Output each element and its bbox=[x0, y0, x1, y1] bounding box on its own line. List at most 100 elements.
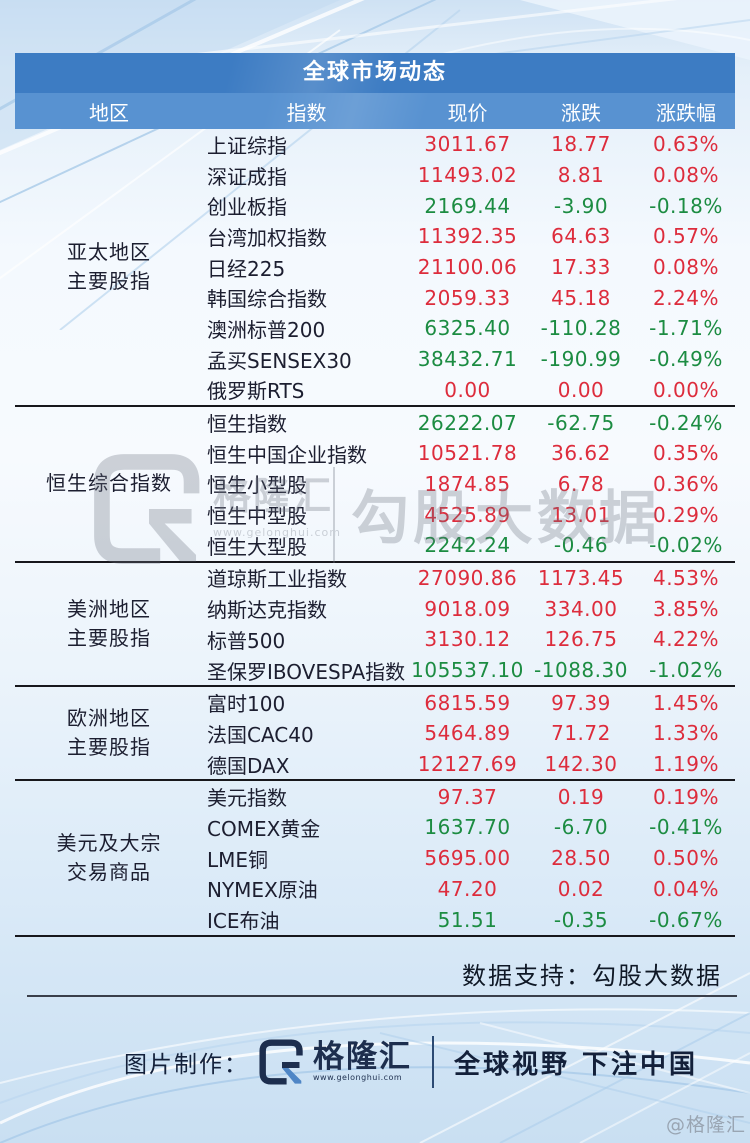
price-value: 6815.59 bbox=[424, 690, 511, 715]
region-label-line: 亚太地区 bbox=[67, 240, 151, 265]
table-section: 欧洲地区 主要股指 富时100 6815.59 97.39 1.45% 法国CAC40 546… bbox=[15, 685, 735, 779]
table-row: 美元指数 97.37 0.19 0.19% bbox=[203, 781, 735, 812]
table-row: 澳洲标普200 6325.40 -110.28 -1.71% bbox=[203, 313, 735, 344]
change-pct-value: -0.24% bbox=[649, 410, 723, 435]
table-section: 美洲地区 主要股指 道琼斯工业指数 27090.86 1173.45 4.53% 纳斯达克指… bbox=[15, 560, 735, 686]
table-row: 孟买SENSEX30 38432.71 -190.99 -0.49% bbox=[203, 344, 735, 375]
table-row: 恒生指数 26222.07 -62.75 -0.24% bbox=[203, 407, 735, 438]
price-value: 10521.78 bbox=[417, 441, 518, 466]
table-row: COMEX黄金 1637.70 -6.70 -0.41% bbox=[203, 812, 735, 843]
change-pct-value: 0.35% bbox=[652, 441, 720, 466]
price-value: 2059.33 bbox=[424, 285, 511, 310]
index-name: 圣保罗IBOVESPA指数 bbox=[207, 659, 406, 684]
change-pct-value: 1.19% bbox=[652, 752, 720, 777]
change-value: 0.02 bbox=[557, 876, 605, 901]
index-name: 道琼斯工业指数 bbox=[207, 567, 347, 592]
table-row: 恒生大型股 2242.24 -0.46 -0.02% bbox=[203, 530, 735, 561]
region-label: 恒生综合指数 bbox=[15, 407, 203, 560]
change-pct-value: 0.50% bbox=[652, 846, 720, 871]
table-row: 恒生中国企业指数 10521.78 36.62 0.35% bbox=[203, 438, 735, 469]
price-value: 4525.89 bbox=[424, 502, 511, 527]
table-row: 台湾加权指数 11392.35 64.63 0.57% bbox=[203, 221, 735, 252]
change-value: -1088.30 bbox=[534, 658, 628, 683]
price-value: 47.20 bbox=[437, 876, 498, 901]
index-name: 台湾加权指数 bbox=[207, 225, 327, 250]
change-pct-value: -1.02% bbox=[649, 658, 723, 683]
gelonghui-logo-icon bbox=[259, 1039, 303, 1085]
change-value: 28.50 bbox=[551, 846, 611, 871]
change-pct-value: 4.22% bbox=[652, 627, 720, 652]
price-value: 26222.07 bbox=[417, 410, 518, 435]
price-value: 97.37 bbox=[437, 784, 498, 809]
change-value: -110.28 bbox=[540, 316, 622, 341]
price-value: 12127.69 bbox=[417, 752, 518, 777]
table-row: 纳斯达克指数 9018.09 334.00 3.85% bbox=[203, 593, 735, 624]
change-value: 142.30 bbox=[544, 752, 618, 777]
change-value: -62.75 bbox=[547, 410, 615, 435]
index-name: 创业板指 bbox=[207, 195, 287, 220]
change-pct-value: 0.04% bbox=[652, 876, 720, 901]
change-value: 64.63 bbox=[551, 224, 611, 249]
change-pct-value: 0.29% bbox=[652, 502, 720, 527]
change-value: 36.62 bbox=[551, 441, 611, 466]
change-value: 97.39 bbox=[551, 690, 611, 715]
change-value: -0.35 bbox=[553, 907, 609, 932]
index-name: 恒生小型股 bbox=[207, 473, 307, 498]
table-row: 富时100 6815.59 97.39 1.45% bbox=[203, 687, 735, 718]
credit-label: 图片制作： bbox=[124, 1052, 249, 1078]
price-value: 6325.40 bbox=[424, 316, 511, 341]
column-header-price: 现价 bbox=[447, 100, 488, 125]
table-row: 德国DAX 12127.69 142.30 1.19% bbox=[203, 749, 735, 780]
region-label-line: 主要股指 bbox=[67, 269, 151, 294]
table-row: 道琼斯工业指数 27090.86 1173.45 4.53% bbox=[203, 563, 735, 594]
index-name: 恒生大型股 bbox=[207, 534, 307, 559]
index-name: 韩国综合指数 bbox=[207, 287, 327, 312]
table-row: 恒生小型股 1874.85 6.78 0.36% bbox=[203, 469, 735, 500]
region-label: 美洲地区 主要股指 bbox=[15, 563, 203, 686]
change-value: 0.00 bbox=[557, 377, 605, 402]
table-row: 日经225 21100.06 17.33 0.08% bbox=[203, 252, 735, 283]
index-name: 日经225 bbox=[207, 256, 286, 281]
change-pct-value: -0.18% bbox=[649, 193, 723, 218]
change-value: 13.01 bbox=[551, 502, 611, 527]
price-value: 2169.44 bbox=[424, 193, 511, 218]
index-name: COMEX黄金 bbox=[207, 816, 321, 841]
column-header-change: 涨跌 bbox=[561, 100, 601, 125]
change-pct-value: 3.85% bbox=[652, 596, 720, 621]
index-name: 美元指数 bbox=[207, 786, 287, 811]
index-name: 纳斯达克指数 bbox=[207, 598, 327, 623]
change-pct-value: 2.24% bbox=[652, 285, 720, 310]
index-name: 上证综指 bbox=[207, 133, 287, 158]
index-name: 深证成指 bbox=[207, 164, 287, 189]
region-label-line: 交易商品 bbox=[67, 860, 151, 885]
table-row: 韩国综合指数 2059.33 45.18 2.24% bbox=[203, 282, 735, 313]
change-value: 71.72 bbox=[551, 721, 611, 746]
change-pct-value: 0.08% bbox=[652, 255, 720, 280]
change-value: -0.46 bbox=[553, 533, 609, 558]
brand-name: 格隆汇 bbox=[313, 1039, 412, 1075]
change-value: 8.81 bbox=[557, 163, 605, 188]
price-value: 51.51 bbox=[437, 907, 498, 932]
index-name: 德国DAX bbox=[207, 753, 290, 778]
slogan: 全球视野 下注中国 bbox=[454, 1049, 699, 1080]
table-row: LME铜 5695.00 28.50 0.50% bbox=[203, 843, 735, 874]
divider-line bbox=[27, 995, 737, 997]
table-section: 恒生综合指数 恒生指数 26222.07 -62.75 -0.24% 恒生中国企业指数 10… bbox=[15, 405, 735, 560]
price-value: 0.00 bbox=[444, 377, 491, 402]
table-section: 亚太地区 主要股指 上证综指 3011.67 18.77 0.63% 深证成指 11493.0… bbox=[15, 129, 735, 405]
table-title: 全球市场动态 bbox=[15, 53, 735, 93]
change-value: 17.33 bbox=[551, 255, 611, 280]
price-value: 2242.24 bbox=[424, 533, 511, 558]
change-value: -3.90 bbox=[553, 193, 609, 218]
price-value: 27090.86 bbox=[417, 565, 518, 590]
table-row: ICE布油 51.51 -0.35 -0.67% bbox=[203, 904, 735, 935]
region-label-line: 主要股指 bbox=[67, 735, 151, 760]
table-row: 俄罗斯RTS 0.00 0.00 0.00% bbox=[203, 375, 735, 406]
index-name: 恒生中型股 bbox=[207, 504, 307, 529]
price-value: 3130.12 bbox=[424, 627, 511, 652]
index-name: 富时100 bbox=[207, 692, 286, 717]
table-header: 地区 指数 现价 涨跌 涨跌幅 bbox=[15, 93, 735, 129]
change-pct-value: 0.19% bbox=[652, 784, 720, 809]
change-pct-value: 0.08% bbox=[652, 163, 720, 188]
price-value: 1637.70 bbox=[424, 815, 511, 840]
